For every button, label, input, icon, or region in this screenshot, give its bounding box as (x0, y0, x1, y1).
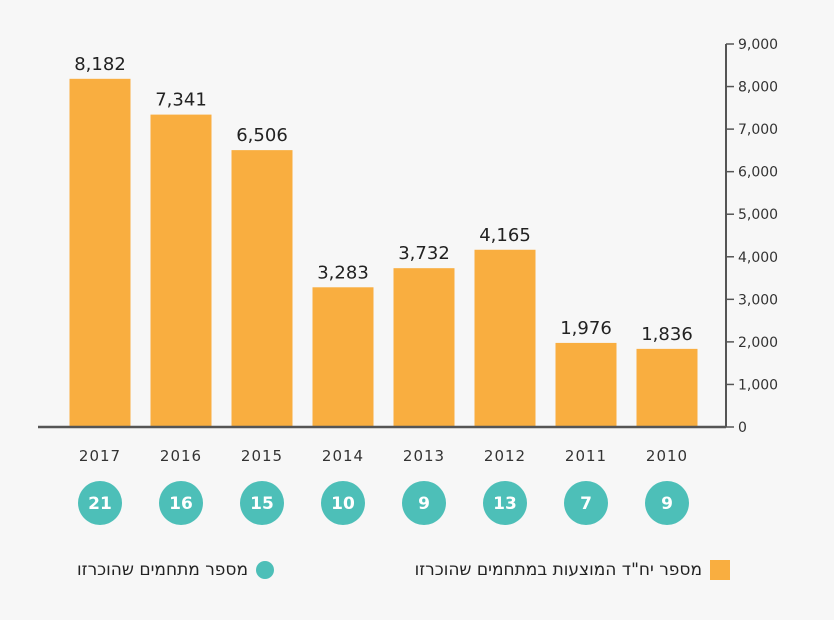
y-tick-label: 3,000 (738, 292, 778, 308)
y-tick-label: 2,000 (738, 335, 778, 351)
count-circle-label: 15 (250, 494, 274, 514)
x-axis: 2017 2016 2015 2014 2013 2012 2011 2010 (38, 425, 726, 465)
bar (636, 348, 698, 427)
y-tick-label: 5,000 (738, 207, 778, 223)
y-tick-label: 7,000 (738, 122, 778, 138)
count-circle-label: 9 (418, 494, 430, 514)
legend-units-swatch (710, 560, 730, 580)
bar-data-label: 8,182 (74, 54, 126, 75)
x-tick-label: 2010 (646, 447, 688, 465)
x-tick-label: 2017 (79, 447, 121, 465)
y-tick-label: 1,000 (738, 377, 778, 393)
count-circle (564, 481, 608, 525)
y-axis: 0 1,000 2,000 3,000 4,000 5,000 6,000 7,000 8,00… (725, 37, 778, 436)
x-tick-label: 2013 (403, 447, 445, 465)
bar (393, 268, 455, 427)
x-tick-label: 2011 (565, 447, 607, 465)
bar-data-label: 1,976 (560, 318, 612, 339)
count-circle (402, 481, 446, 525)
y-tick-label: 4,000 (738, 250, 778, 266)
count-circles: 21 16 15 10 9 13 7 9 (78, 481, 689, 525)
y-tick-label: 8,000 (738, 80, 778, 96)
bar-data-label: 7,341 (155, 90, 207, 111)
y-tick-label: 6,000 (738, 165, 778, 181)
legend-units-label: מספר יח"ד המוצעות במתחמים שהוכרזו (414, 560, 702, 580)
count-circle-label: 13 (493, 494, 517, 514)
bars: 8,182 7,341 6,506 3,283 3,732 4,165 1,976 1,836 (69, 54, 698, 428)
count-circle (159, 481, 203, 525)
bar (555, 342, 617, 427)
x-tick-label: 2015 (241, 447, 283, 465)
count-circle (78, 481, 122, 525)
bar-data-label: 4,165 (479, 225, 531, 246)
x-tick-label: 2014 (322, 447, 364, 465)
bar (474, 249, 536, 427)
x-tick-label: 2016 (160, 447, 202, 465)
count-circle (321, 481, 365, 525)
bar-data-label: 3,732 (398, 243, 450, 264)
bar-data-label: 1,836 (641, 324, 693, 345)
x-tick-label: 2012 (484, 447, 526, 465)
bar-data-label: 6,506 (236, 125, 288, 146)
legend-complexes-swatch (256, 561, 274, 579)
legend-complexes-label: מספר מתחמים שהוכרזו (77, 560, 248, 580)
count-circle-label: 16 (169, 494, 193, 514)
bar (312, 287, 374, 427)
count-circle (240, 481, 284, 525)
bar (69, 78, 131, 427)
bar (231, 150, 293, 428)
y-tick-label: 9,000 (738, 37, 778, 53)
count-circle-label: 9 (661, 494, 673, 514)
legend-complexes: מספר מתחמים שהוכרזו (77, 556, 274, 584)
bar-data-label: 3,283 (317, 262, 369, 283)
legend-units: מספר יח"ד המוצעות במתחמים שהוכרזו (415, 556, 730, 584)
count-circle (483, 481, 527, 525)
count-circle-label: 7 (580, 494, 592, 514)
y-tick-label: 0 (738, 420, 747, 436)
bar (150, 114, 212, 427)
count-circle-label: 21 (88, 494, 112, 514)
count-circle (645, 481, 689, 525)
count-circle-label: 10 (331, 494, 355, 514)
